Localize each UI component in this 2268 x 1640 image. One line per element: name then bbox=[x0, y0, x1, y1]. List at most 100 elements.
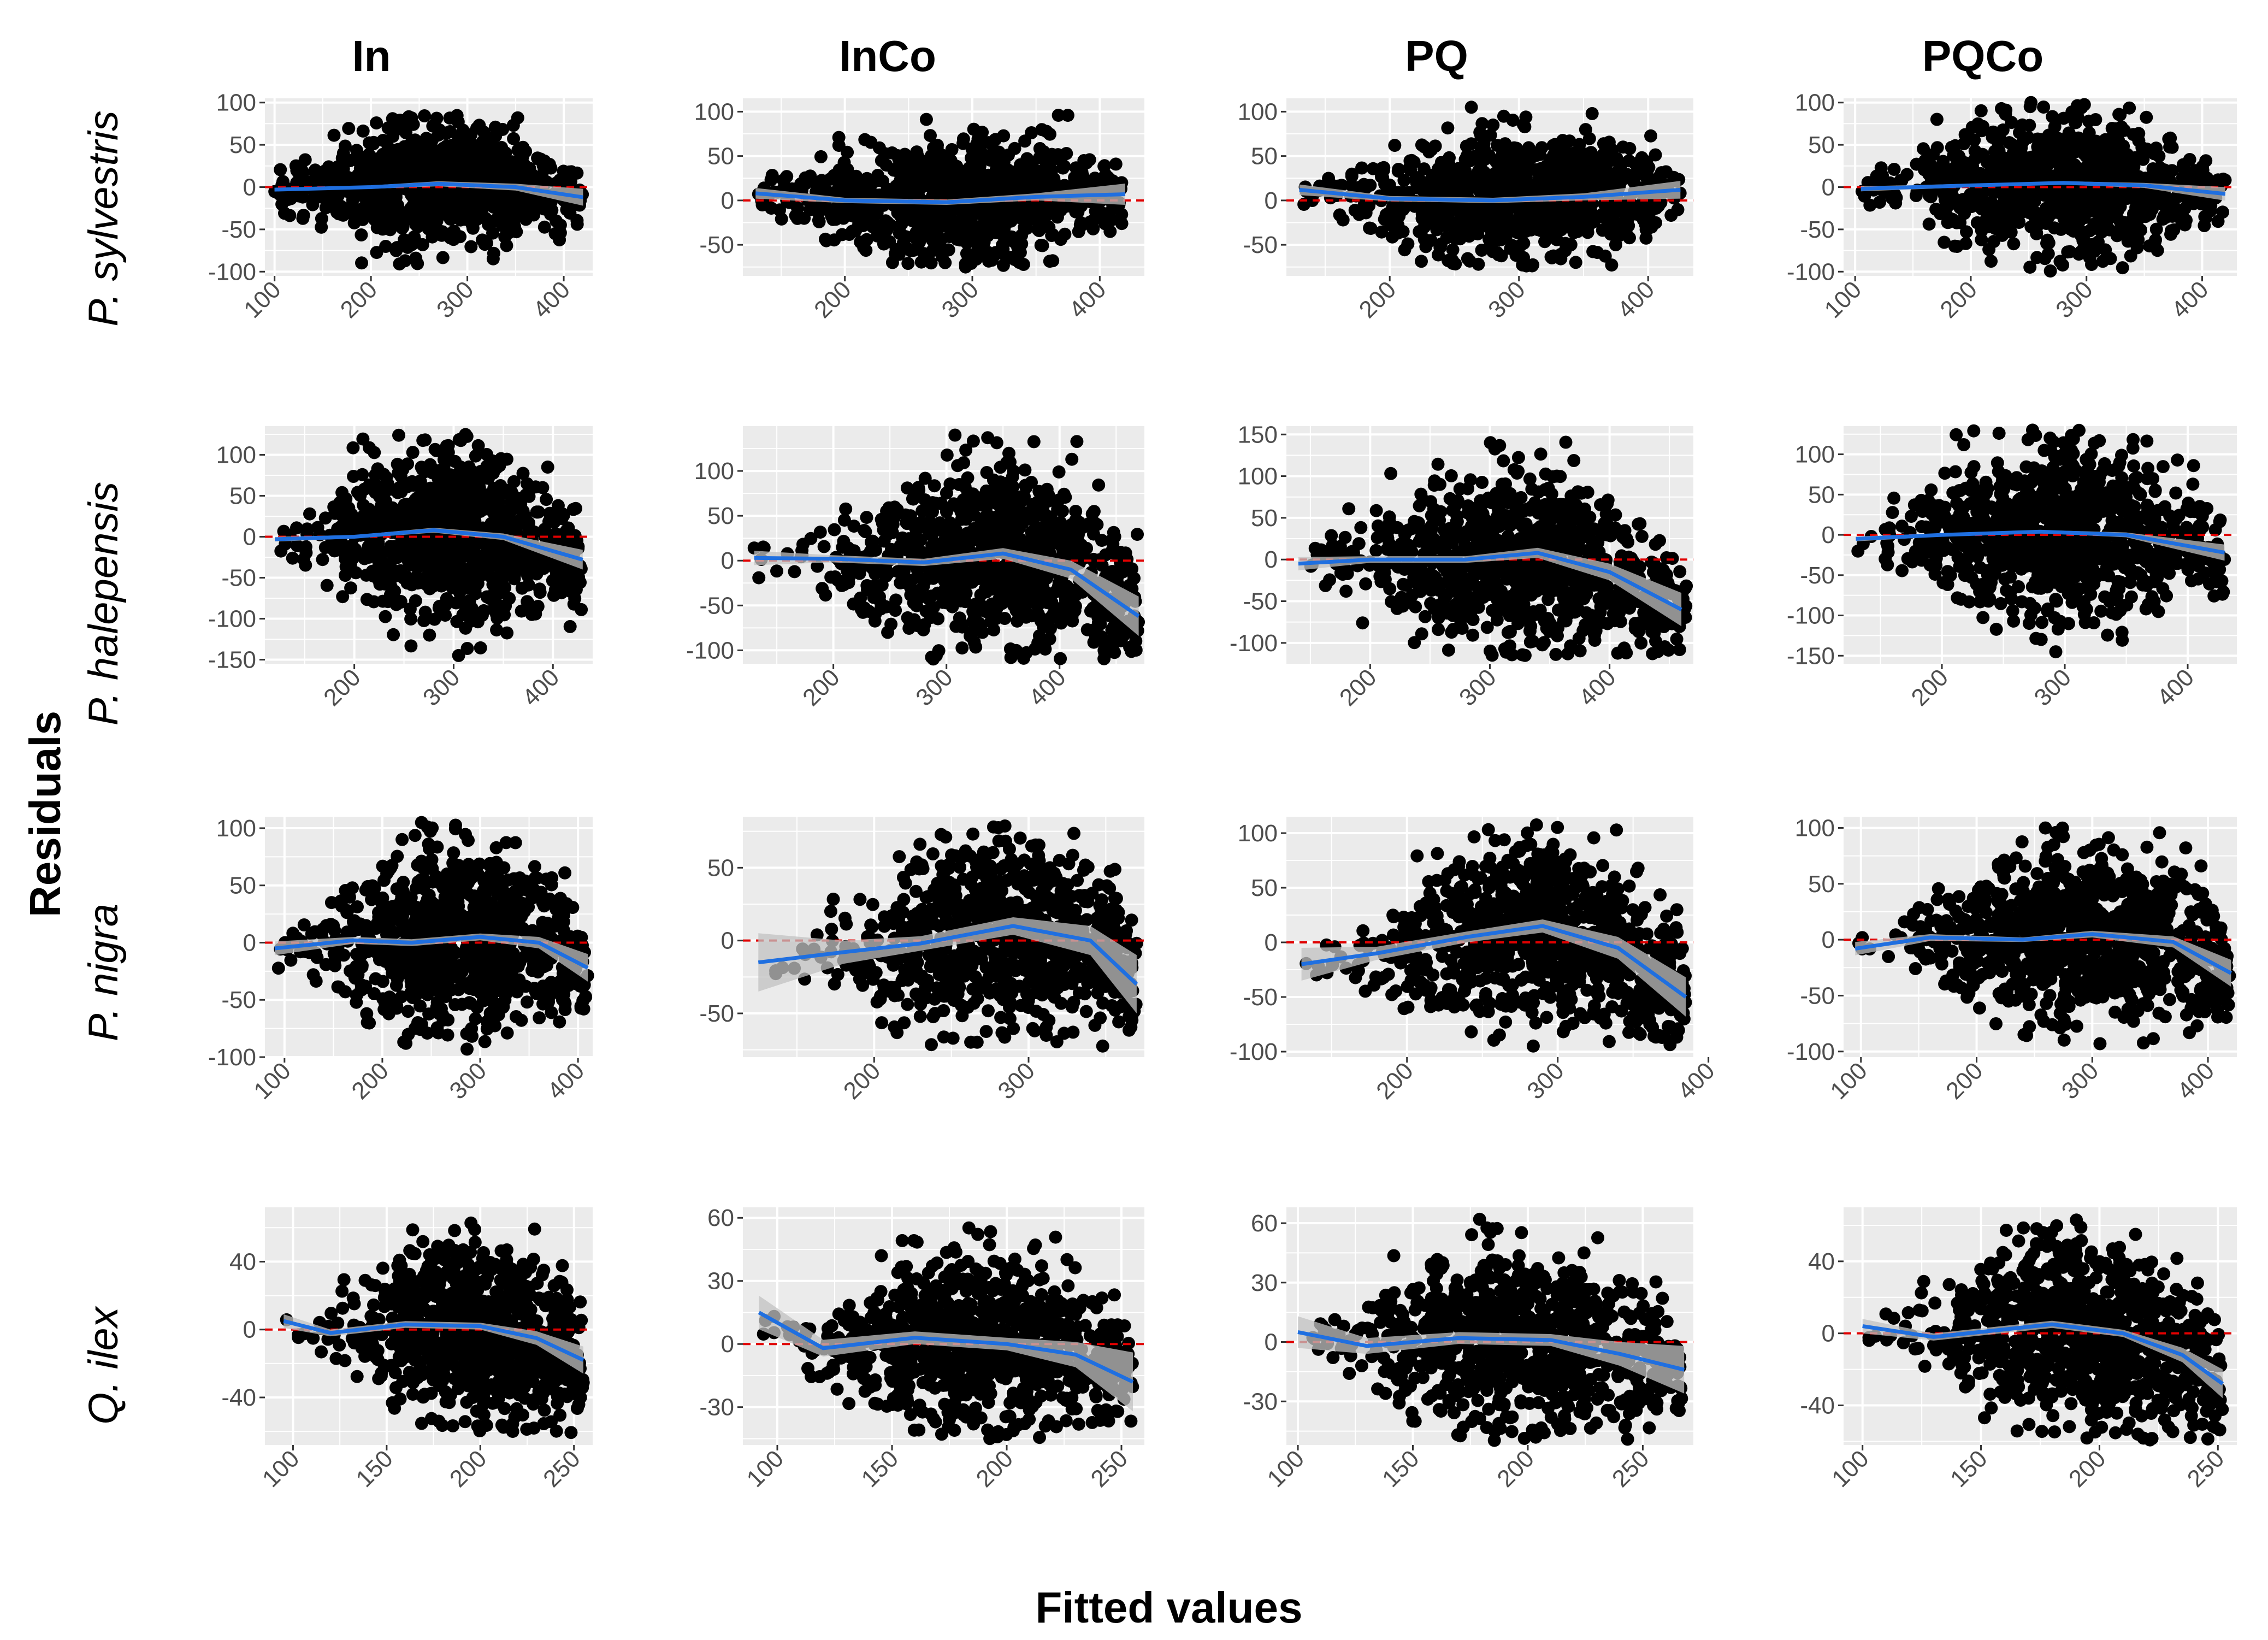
data-point bbox=[1495, 166, 1508, 180]
data-point bbox=[373, 577, 387, 591]
data-point bbox=[464, 240, 478, 253]
data-point bbox=[449, 507, 463, 521]
data-point bbox=[901, 161, 914, 174]
data-point bbox=[1605, 143, 1619, 157]
data-point bbox=[1874, 161, 1888, 175]
data-point bbox=[533, 586, 547, 599]
data-point bbox=[861, 207, 875, 220]
data-point bbox=[777, 173, 790, 187]
data-point bbox=[2039, 202, 2053, 215]
data-point bbox=[522, 489, 536, 503]
data-point bbox=[452, 648, 465, 662]
data-point bbox=[335, 164, 349, 177]
data-point bbox=[1472, 257, 1485, 271]
data-point bbox=[443, 453, 457, 467]
data-point bbox=[959, 260, 972, 274]
data-point bbox=[1922, 217, 1936, 231]
data-point bbox=[1058, 160, 1071, 173]
data-point bbox=[1889, 196, 1903, 210]
data-point bbox=[2127, 160, 2141, 174]
data-point bbox=[2163, 209, 2176, 222]
data-point bbox=[2024, 96, 2038, 109]
data-point bbox=[1035, 123, 1049, 137]
data-point bbox=[1628, 157, 1642, 170]
data-point bbox=[1974, 104, 1988, 117]
data-point bbox=[563, 207, 577, 220]
y-tick-label: -100 bbox=[208, 258, 256, 285]
data-point bbox=[553, 226, 567, 240]
data-point bbox=[1410, 181, 1424, 194]
data-point bbox=[1964, 189, 1977, 203]
data-point bbox=[1938, 161, 1952, 174]
data-point bbox=[832, 131, 846, 144]
data-point bbox=[1442, 157, 1456, 171]
data-point bbox=[537, 173, 551, 187]
data-point bbox=[389, 504, 403, 517]
y-tick-label: 100 bbox=[694, 98, 734, 125]
data-point bbox=[498, 148, 512, 161]
data-point bbox=[1517, 226, 1531, 239]
y-tick-label: 100 bbox=[1238, 98, 1278, 125]
data-point bbox=[418, 605, 432, 619]
data-point bbox=[391, 483, 405, 497]
data-point bbox=[379, 240, 393, 253]
data-point bbox=[367, 595, 381, 609]
data-point bbox=[2143, 239, 2156, 253]
data-point bbox=[349, 566, 363, 580]
data-point bbox=[498, 230, 512, 244]
data-point bbox=[2043, 264, 2057, 278]
y-tick-label: 100 bbox=[216, 90, 256, 116]
data-point bbox=[432, 128, 445, 142]
data-point bbox=[2077, 226, 2091, 239]
data-point bbox=[2074, 245, 2087, 259]
data-point bbox=[931, 184, 944, 198]
data-point bbox=[937, 171, 950, 185]
data-point bbox=[1999, 103, 2013, 117]
x-tick-label: 400 bbox=[1613, 276, 1660, 323]
data-point bbox=[408, 552, 422, 566]
data-point bbox=[515, 581, 529, 595]
data-point bbox=[1586, 163, 1600, 176]
data-point bbox=[1547, 170, 1560, 184]
data-point bbox=[2164, 224, 2178, 238]
data-point bbox=[356, 468, 369, 481]
data-point bbox=[2112, 108, 2126, 121]
data-point bbox=[399, 126, 413, 139]
data-point bbox=[1586, 245, 1600, 258]
data-point bbox=[487, 589, 500, 602]
y-tick-label: -50 bbox=[221, 565, 256, 592]
data-point bbox=[1058, 227, 1072, 241]
data-point bbox=[452, 433, 466, 446]
data-point bbox=[491, 497, 504, 511]
data-point bbox=[1391, 164, 1405, 178]
data-point bbox=[1019, 176, 1032, 190]
data-point bbox=[2086, 149, 2100, 162]
data-point bbox=[893, 226, 906, 240]
data-point bbox=[989, 133, 1002, 146]
data-point bbox=[1423, 185, 1437, 199]
data-point bbox=[278, 207, 291, 220]
data-point bbox=[2007, 237, 2021, 251]
data-point bbox=[322, 160, 335, 174]
data-point bbox=[453, 594, 466, 607]
data-point bbox=[1917, 142, 1930, 156]
data-point bbox=[1040, 156, 1053, 169]
data-point bbox=[384, 580, 398, 593]
data-point bbox=[430, 574, 444, 588]
data-point bbox=[2196, 160, 2210, 173]
y-tick-label: -100 bbox=[1787, 258, 1835, 285]
data-point bbox=[1464, 101, 1478, 114]
data-point bbox=[1910, 157, 1923, 171]
data-point bbox=[2035, 140, 2048, 154]
data-point bbox=[965, 151, 978, 165]
data-point bbox=[1001, 234, 1014, 247]
y-tick-label: -100 bbox=[686, 637, 734, 664]
x-tick-label: 400 bbox=[1024, 664, 1071, 711]
data-point bbox=[1523, 200, 1537, 214]
data-point bbox=[2176, 159, 2190, 173]
data-point bbox=[1348, 203, 1362, 217]
data-point bbox=[1098, 217, 1112, 231]
x-tick-label: 300 bbox=[937, 276, 984, 323]
data-point bbox=[1495, 249, 1508, 263]
x-axis-title: Fitted values bbox=[1035, 1583, 1302, 1632]
